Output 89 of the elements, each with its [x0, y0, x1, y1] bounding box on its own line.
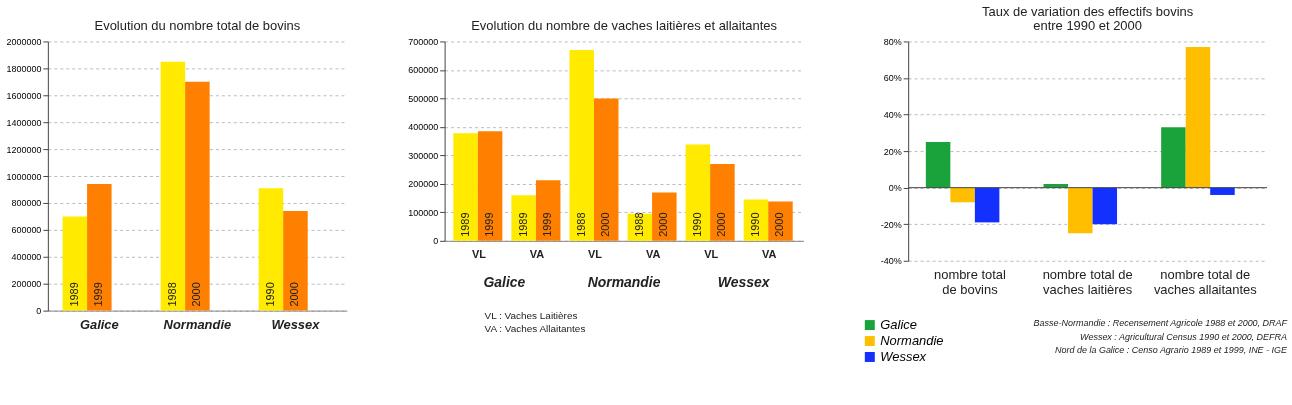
x-tick-label: nombre total de vaches laitières — [1042, 267, 1133, 298]
annotation: 1990 — [690, 212, 703, 237]
annotation: 1999 — [541, 212, 554, 237]
annotation: 2000 — [190, 282, 203, 307]
annotation: 1990 — [748, 212, 761, 237]
legend-label: Normandie — [880, 333, 944, 348]
annotation: 1989 — [67, 282, 80, 307]
text: Nord de la Galice : Censo Agrario 1989 et 1999, INE - IGE — [1055, 345, 1289, 356]
bar — [925, 141, 951, 188]
text: Basse-Normandie : Recensement Agricole 1988 et 2000, DRAF — [1033, 317, 1288, 328]
y-tick-label: 1200000 — [6, 144, 42, 155]
annotation: 1989 — [458, 212, 471, 237]
y-tick-label: 100000 — [408, 207, 439, 218]
y-tick-label: 700000 — [408, 36, 439, 47]
y-tick-label: 400000 — [11, 252, 42, 263]
bar — [974, 187, 1000, 223]
text: VA : Vaches Allaitantes — [484, 322, 586, 334]
bar — [1185, 46, 1211, 188]
bar — [477, 131, 503, 241]
bar — [569, 49, 594, 241]
bar — [1092, 187, 1118, 225]
y-tick-label: 2000000 — [6, 36, 42, 47]
bar — [652, 192, 677, 241]
y-tick-label: 0 — [36, 306, 42, 317]
y-tick-label: 600000 — [11, 225, 42, 236]
x-tick-label: Galice — [79, 317, 119, 333]
y-tick-label: 1600000 — [6, 90, 42, 101]
x-tick-label: VL — [588, 248, 603, 261]
annotation: 1989 — [516, 212, 529, 237]
bar — [185, 81, 210, 311]
annotation: 2000 — [599, 212, 612, 237]
bar — [453, 133, 478, 241]
x-tick-label: VL — [471, 248, 487, 261]
x-tick-label: VA — [529, 248, 545, 261]
chart-title: Evolution du nombre total de bovins — [94, 18, 301, 34]
y-tick-label: 200000 — [11, 279, 42, 290]
annotation: 2000 — [657, 212, 670, 237]
chart-title: Evolution du nombre de vaches laitières et allaitantes — [471, 18, 777, 34]
annotation: 1999 — [92, 282, 105, 307]
bar — [1161, 127, 1186, 188]
annotation: 2000 — [715, 212, 728, 237]
y-tick-label: 1000000 — [6, 171, 42, 182]
y-tick-label: 20% — [883, 146, 902, 157]
annotation: 1988 — [574, 212, 587, 237]
x-tick-label: VA — [645, 248, 661, 261]
legend-label: Wessex — [880, 348, 927, 364]
bar — [710, 163, 735, 241]
y-tick-label: 400000 — [408, 122, 439, 133]
x-tick-label: VL — [704, 248, 719, 261]
y-tick-label: 1400000 — [6, 117, 42, 128]
bar — [1068, 187, 1093, 234]
text: VL : Vaches Laitières — [484, 309, 578, 321]
annotation: 1999 — [483, 212, 496, 237]
y-tick-label: 600000 — [408, 65, 439, 76]
y-tick-label: 200000 — [408, 179, 439, 190]
bar — [593, 98, 619, 241]
y-tick-label: 800000 — [11, 198, 42, 209]
y-tick-label: 500000 — [408, 93, 439, 104]
annotation: 1990 — [263, 282, 276, 307]
x-tick-label: Normandie — [163, 317, 232, 333]
x-tick-label: nombre total de vaches allaitantes — [1153, 267, 1257, 298]
y-tick-label: 300000 — [408, 150, 439, 161]
annotation: 1988 — [165, 282, 178, 307]
annotation: 2000 — [288, 282, 301, 307]
bar — [685, 144, 711, 241]
y-tick-label: 0% — [888, 183, 902, 194]
bar — [160, 61, 186, 311]
y-tick-label: 40% — [883, 110, 902, 121]
x-tick-label: Wessex — [271, 317, 321, 333]
x-tick-label: VA — [762, 248, 777, 261]
chart-title: Taux de variation des effectifs bovins entre 1990 et 2000 — [982, 3, 1194, 34]
bar — [950, 187, 975, 203]
bar — [87, 184, 112, 311]
bar — [258, 188, 284, 311]
annotation: 2000 — [773, 212, 786, 237]
bar — [62, 216, 88, 311]
y-tick-label: 0 — [433, 236, 439, 247]
bar — [535, 180, 561, 241]
x-tick-label: nombre total de bovins — [934, 267, 1007, 298]
y-tick-label: 60% — [883, 73, 902, 84]
y-tick-label: -40% — [880, 256, 902, 267]
annotation: 1988 — [632, 212, 645, 237]
bar — [283, 211, 308, 311]
y-tick-label: 1800000 — [6, 63, 42, 74]
y-tick-label: 80% — [883, 36, 902, 47]
bar — [1210, 187, 1235, 195]
text: Wessex : Agricultural Census 1990 et 2000, DEFRA — [1080, 331, 1288, 342]
bar — [511, 195, 536, 241]
y-tick-label: -20% — [880, 219, 902, 230]
